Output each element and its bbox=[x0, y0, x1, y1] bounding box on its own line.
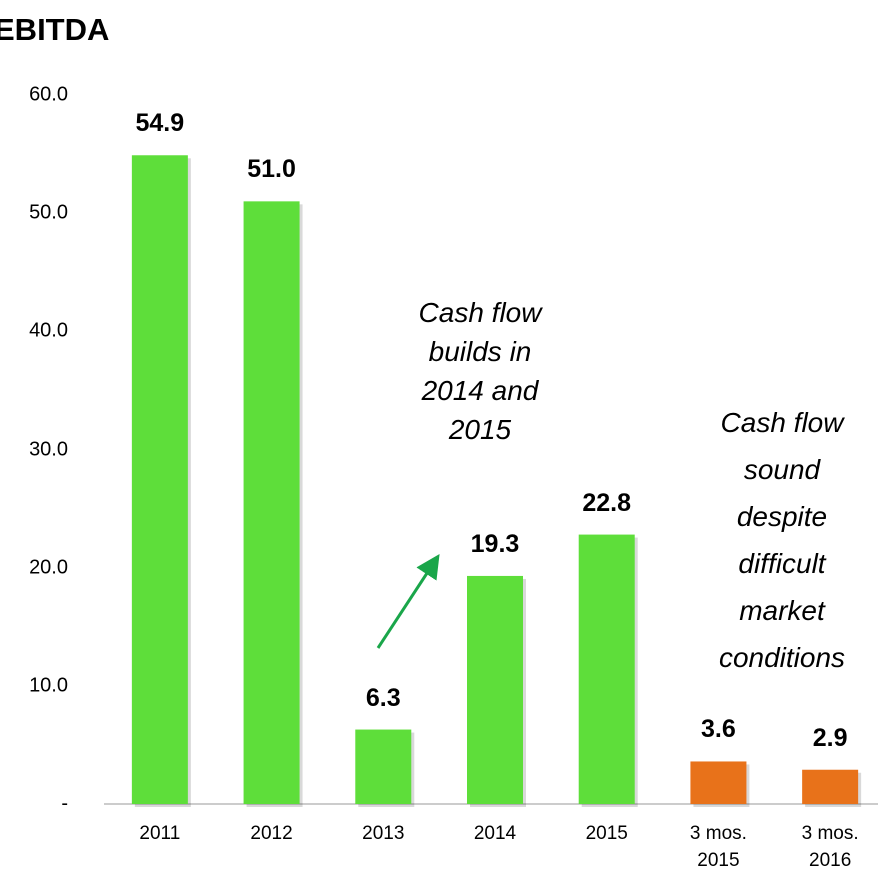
bar bbox=[579, 535, 635, 804]
annotation: Cash flow bbox=[380, 293, 580, 332]
x-tick-label: 3 mos. 2015 bbox=[683, 820, 753, 874]
annotation: market bbox=[682, 591, 878, 630]
x-tick-label: 2015 bbox=[572, 820, 642, 847]
data-label: 51.0 bbox=[222, 155, 322, 184]
bar bbox=[132, 155, 188, 804]
trend-arrow bbox=[378, 564, 433, 648]
annotation: conditions bbox=[682, 638, 878, 677]
data-label: 6.3 bbox=[333, 684, 433, 713]
data-label: 3.6 bbox=[668, 715, 768, 744]
x-tick-label: 3 mos. 2016 bbox=[795, 820, 865, 874]
annotation: builds in bbox=[380, 332, 580, 371]
data-label: 54.9 bbox=[110, 109, 210, 138]
annotation: Cash flow bbox=[682, 403, 878, 442]
y-tick-label: 20.0 bbox=[8, 556, 68, 579]
y-tick-label: 40.0 bbox=[8, 320, 68, 343]
annotation: sound bbox=[682, 450, 878, 489]
chart: EBITDA - 10.0 20.0 30.0 40.0 50.0 60.0 2011 54.9… bbox=[0, 0, 878, 882]
bar bbox=[802, 770, 858, 804]
bar bbox=[467, 576, 523, 804]
bar bbox=[690, 761, 746, 804]
bar bbox=[244, 201, 300, 804]
x-tick-label: 2012 bbox=[237, 820, 307, 847]
annotation: 2015 bbox=[380, 410, 580, 449]
y-tick-label: - bbox=[8, 793, 68, 816]
y-tick-label: 60.0 bbox=[8, 84, 68, 107]
x-tick-label: 2011 bbox=[125, 820, 195, 847]
annotation: despite bbox=[682, 497, 878, 536]
data-label: 19.3 bbox=[445, 530, 545, 559]
chart-title: EBITDA bbox=[0, 12, 109, 48]
y-tick-label: 30.0 bbox=[8, 438, 68, 461]
annotation: difficult bbox=[682, 544, 878, 583]
annotation: 2014 and bbox=[380, 371, 580, 410]
y-tick-label: 50.0 bbox=[8, 202, 68, 225]
y-tick-label: 10.0 bbox=[8, 674, 68, 697]
bar bbox=[355, 730, 411, 804]
x-tick-label: 2014 bbox=[460, 820, 530, 847]
x-tick-label: 2013 bbox=[348, 820, 418, 847]
data-label: 2.9 bbox=[780, 724, 878, 753]
data-label: 22.8 bbox=[557, 489, 657, 518]
